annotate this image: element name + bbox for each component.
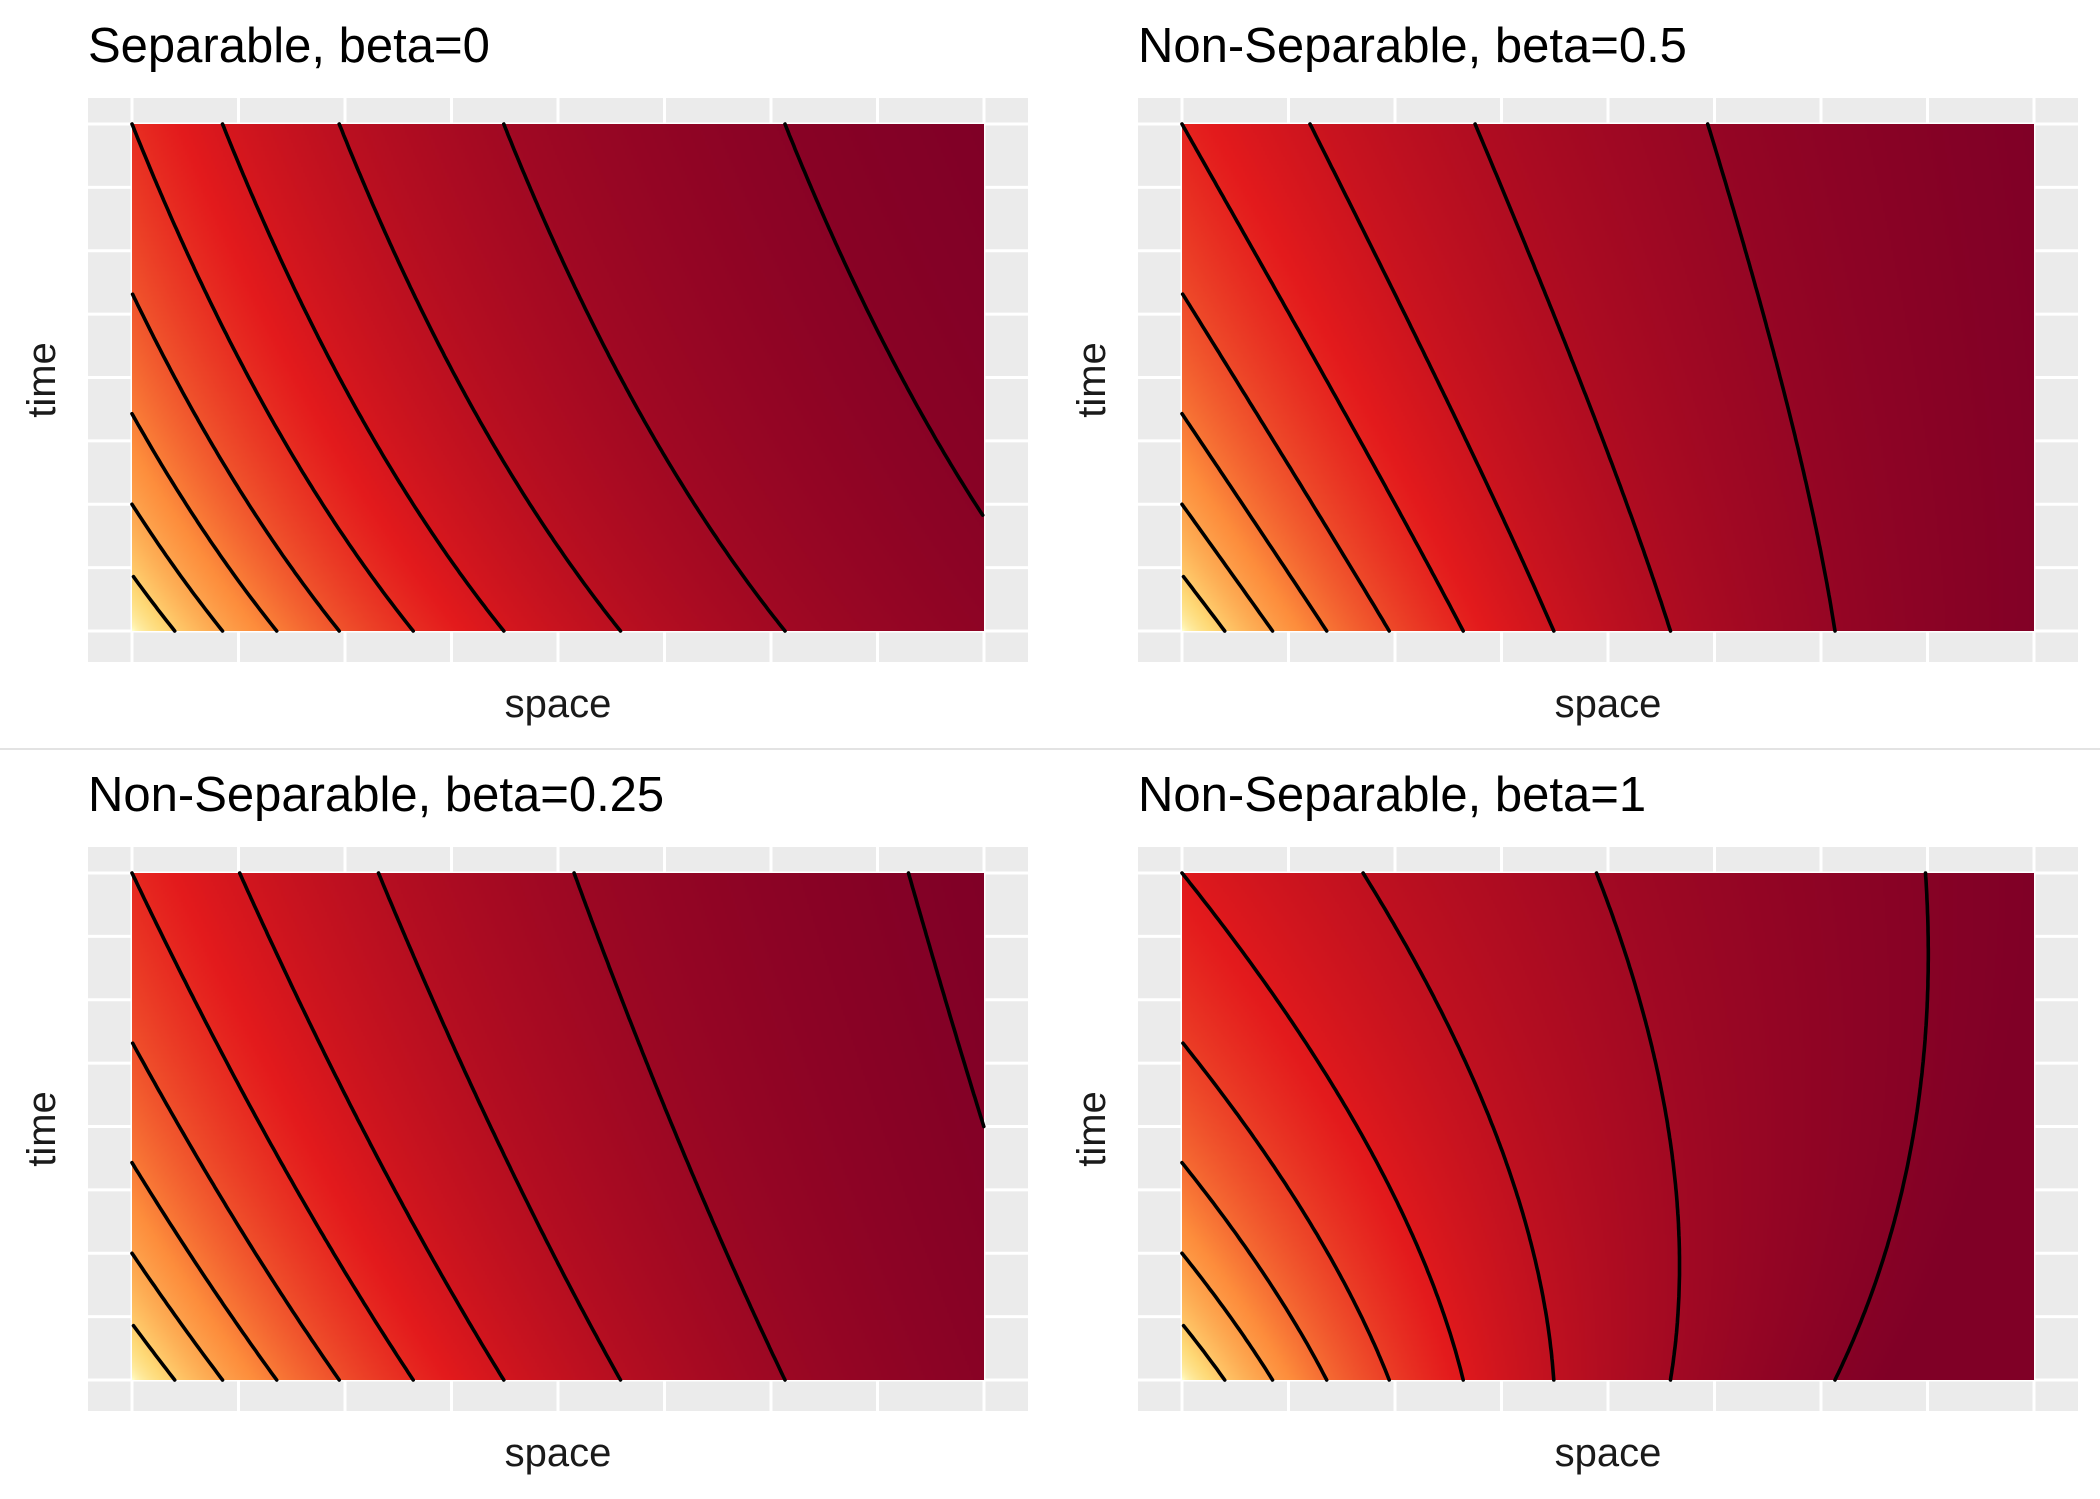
contour-line [1473,122,1673,633]
contour-line [130,1041,341,1382]
contour-line [130,1160,279,1382]
contour-line [572,871,787,1382]
x-axis-label: space [505,1431,612,1475]
contour-line [130,292,341,633]
heatmap-raster [1182,124,2034,631]
contour-line [1833,871,1931,1382]
contour-line [906,871,986,1129]
y-axis-label: time [20,342,64,418]
panel-title: Non-Separable, beta=0.25 [88,768,664,822]
contour-line [1308,122,1556,633]
contour-line [1180,1251,1275,1382]
panel-nonseparable-beta-1: Non-Separable, beta=1 space time [1070,768,2078,1475]
contour-line [1181,574,1227,633]
panel-title: Separable, beta=0 [88,19,490,73]
heatmap-raster [1182,873,2034,1380]
contour-lines [1180,122,1837,633]
contour-line [131,1323,177,1382]
contour-line [130,871,415,1382]
contour-line [1180,1160,1329,1382]
panel-separable-beta-0: Separable, beta=0 space time [20,19,1028,726]
contour-line [1594,871,1682,1382]
contour-line [220,122,506,633]
y-axis-label: time [1070,1091,1114,1167]
panel-nonseparable-beta-0.25: Non-Separable, beta=0.25 space time [20,768,1028,1475]
contour-line [1180,871,1465,1382]
contour-line [1180,411,1329,633]
contour-line [376,871,623,1382]
contour-line [1705,122,1837,633]
contour-line [502,122,787,633]
contour-line [1180,122,1465,633]
x-axis-label: space [1555,682,1662,726]
contour-line [1181,1323,1227,1382]
contour-line [1361,871,1556,1382]
contour-line [783,122,985,517]
contour-lines [130,871,986,1382]
contour-line [130,122,415,633]
heatmap-raster [132,124,984,631]
contour-lines [1180,871,1931,1382]
panel-title: Non-Separable, beta=0.5 [1138,19,1687,73]
y-axis-label: time [1070,342,1114,418]
contour-line [1180,502,1275,633]
y-axis-label: time [20,1091,64,1167]
contour-line [131,574,177,633]
contour-line [130,1251,225,1382]
panel-nonseparable-beta-0.5: Non-Separable, beta=0.5 space time [1070,19,2078,726]
contour-lines [130,122,985,633]
contour-line [337,122,623,633]
contour-line [237,871,506,1382]
heatmap-raster [132,873,984,1380]
contour-line [1180,292,1391,633]
contour-line [1181,1041,1391,1382]
contour-line [130,502,225,633]
x-axis-label: space [1555,1431,1662,1475]
panel-title: Non-Separable, beta=1 [1138,768,1646,822]
x-axis-label: space [505,682,612,726]
contour-line [130,411,279,633]
